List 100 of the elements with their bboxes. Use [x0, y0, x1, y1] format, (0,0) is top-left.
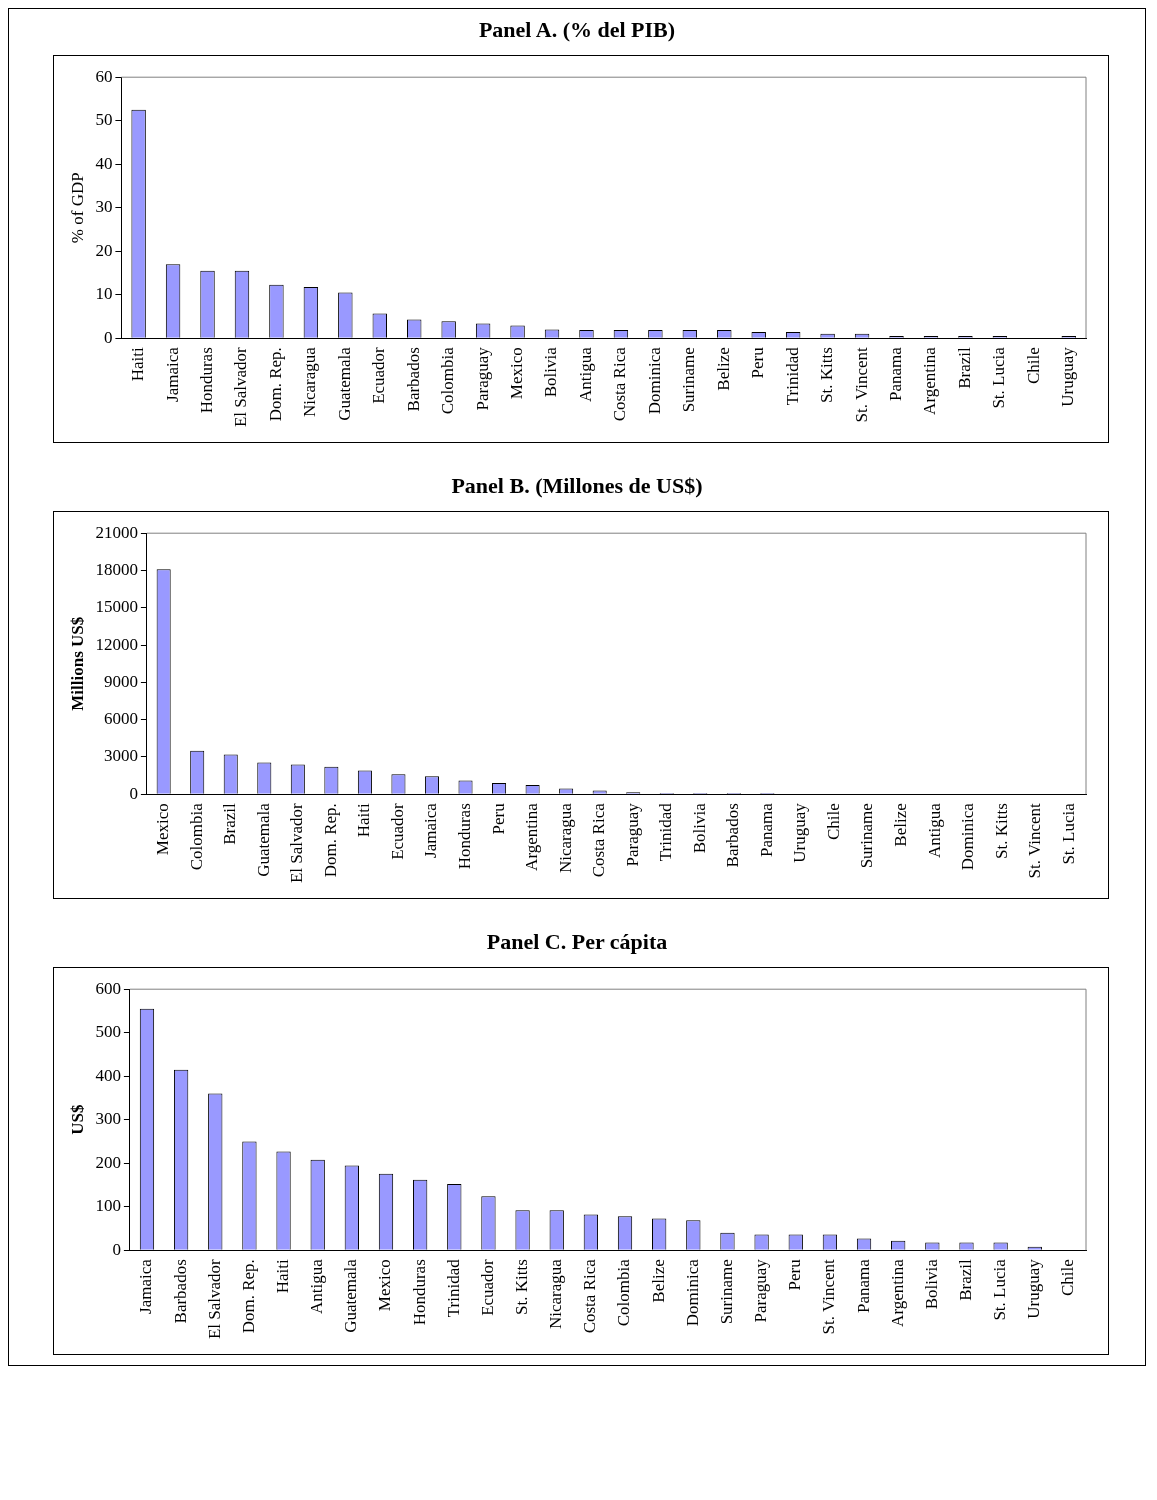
y-tick-label: 0 [103, 327, 113, 347]
x-tick-label: St. Kitts [512, 1259, 532, 1315]
y-tick-label: 200 [95, 1152, 121, 1172]
x-tick-label: St. Lucia [989, 346, 1009, 409]
x-tick-label: Ecuador [369, 346, 389, 404]
y-tick-label: 500 [95, 1022, 121, 1042]
y-tick-label: 400 [95, 1065, 121, 1085]
x-tick-label: Haiti [354, 802, 374, 838]
x-tick-label: St. Lucia [990, 1258, 1010, 1321]
x-tick-label: Brazil [955, 1258, 975, 1301]
chart-title: Panel C. Per cápita [485, 929, 669, 955]
y-tick-label: 18000 [95, 559, 138, 579]
x-tick-label: Nicaragua [546, 1258, 566, 1330]
x-tick-label: El Salvador [231, 346, 251, 428]
x-tick-label: Belize [891, 803, 910, 847]
y-tick-label: 100 [95, 1196, 121, 1216]
y-tick-label: 0 [129, 783, 138, 803]
x-tick-label: Nicaragua [300, 346, 320, 418]
x-tick-label: Costa Rica [580, 1258, 600, 1334]
x-tick-label: Argentina [887, 1258, 907, 1327]
y-tick-label: 12000 [95, 634, 138, 654]
x-tick-label: Dom. Rep. [238, 1259, 258, 1334]
x-tick-label: Haiti [273, 1258, 293, 1294]
x-tick-label: Jamaica [136, 1258, 156, 1314]
x-tick-label: Suriname [857, 803, 877, 869]
x-tick-label: Argentina [920, 346, 940, 415]
y-axis-title: % of GDP [67, 172, 87, 244]
y-tick-label: 50 [95, 110, 113, 130]
x-tick-label: Honduras [196, 347, 216, 414]
x-tick-label: Trinidad [443, 1258, 463, 1318]
x-tick-label: Paraguay [751, 1258, 771, 1323]
y-tick-label: 30 [95, 197, 113, 217]
y-tick-label: 6000 [103, 709, 138, 729]
x-tick-label: Paraguay [472, 346, 492, 411]
x-tick-label: Bolivia [921, 1258, 941, 1310]
x-tick-label: Trinidad [782, 346, 802, 406]
x-tick-label: St. Vincent [851, 346, 871, 423]
x-tick-label: Uruguay [1058, 346, 1078, 407]
x-tick-label: Suriname [716, 1259, 736, 1325]
x-tick-label: Colombia [186, 802, 206, 871]
x-tick-label: Costa Rica [589, 802, 609, 878]
x-tick-label: Peru [748, 346, 768, 379]
x-tick-label: Barbados [723, 803, 743, 868]
y-tick-label: 20 [95, 240, 113, 260]
x-tick-label: Guatemala [253, 802, 273, 877]
y-axis-title: US$ [67, 1104, 87, 1135]
x-tick-label: Chile [1023, 347, 1043, 385]
x-tick-label: Dom. Rep. [265, 347, 285, 422]
x-tick-label: Peru [785, 1258, 805, 1291]
x-tick-label: Nicaragua [555, 802, 575, 874]
x-tick-label: Chile [1058, 1259, 1078, 1297]
x-tick-label: Honduras [409, 1259, 429, 1326]
y-tick-label: 9000 [103, 671, 138, 691]
x-tick-label: Dominica [958, 802, 978, 871]
y-tick-label: 10 [95, 284, 113, 304]
x-tick-label: El Salvador [287, 802, 307, 884]
x-tick-label: Peru [488, 802, 508, 835]
x-tick-label: Belize [713, 347, 733, 391]
x-tick-label: Belize [648, 1259, 668, 1303]
y-tick-label: 600 [95, 978, 121, 998]
y-tick-label: 3000 [103, 746, 138, 766]
y-tick-label: 21000 [95, 522, 138, 542]
x-tick-label: Panama [885, 346, 905, 402]
x-tick-label: Ecuador [387, 802, 407, 860]
x-tick-label: Jamaica [421, 802, 441, 858]
x-tick-label: Guatemala [341, 1258, 361, 1333]
x-tick-label: Barbados [403, 347, 423, 412]
x-tick-label: Dominica [644, 346, 664, 415]
x-tick-label: Jamaica [162, 346, 182, 402]
x-tick-label: Suriname [679, 347, 699, 413]
x-tick-label: Ecuador [477, 1258, 497, 1316]
x-tick-label: Bolivia [541, 346, 561, 398]
x-tick-label: St. Vincent [819, 1258, 839, 1335]
y-tick-label: 300 [95, 1109, 121, 1129]
x-tick-label: Haiti [128, 346, 148, 382]
x-tick-label: St. Kitts [817, 347, 837, 403]
x-tick-label: Panama [756, 802, 776, 858]
x-tick-label: Uruguay [790, 802, 810, 863]
x-tick-label: Dominica [682, 1258, 702, 1327]
y-tick-label: 60 [95, 66, 113, 86]
x-tick-label: St. Kitts [991, 803, 1011, 859]
y-tick-label: 15000 [95, 597, 138, 617]
chart-title: Panel A. (% del PIB) [477, 17, 677, 43]
x-tick-label: Antigua [307, 1258, 327, 1314]
x-tick-label: St. Lucia [1058, 802, 1078, 865]
x-tick-label: Antigua [924, 802, 944, 858]
y-tick-label: 0 [112, 1239, 121, 1259]
x-tick-label: El Salvador [204, 1258, 224, 1340]
x-tick-label: Paraguay [622, 802, 642, 867]
x-tick-label: Colombia [438, 346, 458, 415]
x-tick-label: Trinidad [656, 802, 676, 862]
x-tick-label: Argentina [522, 802, 542, 871]
x-tick-label: Mexico [375, 1259, 395, 1312]
x-tick-label: Dom. Rep. [320, 803, 340, 878]
x-tick-label: Honduras [454, 803, 474, 870]
x-tick-label: Bolivia [689, 802, 709, 854]
x-tick-label: Brazil [954, 346, 974, 389]
x-tick-label: Uruguay [1024, 1258, 1044, 1319]
y-tick-label: 40 [95, 153, 113, 173]
x-tick-label: Guatemala [334, 346, 354, 421]
